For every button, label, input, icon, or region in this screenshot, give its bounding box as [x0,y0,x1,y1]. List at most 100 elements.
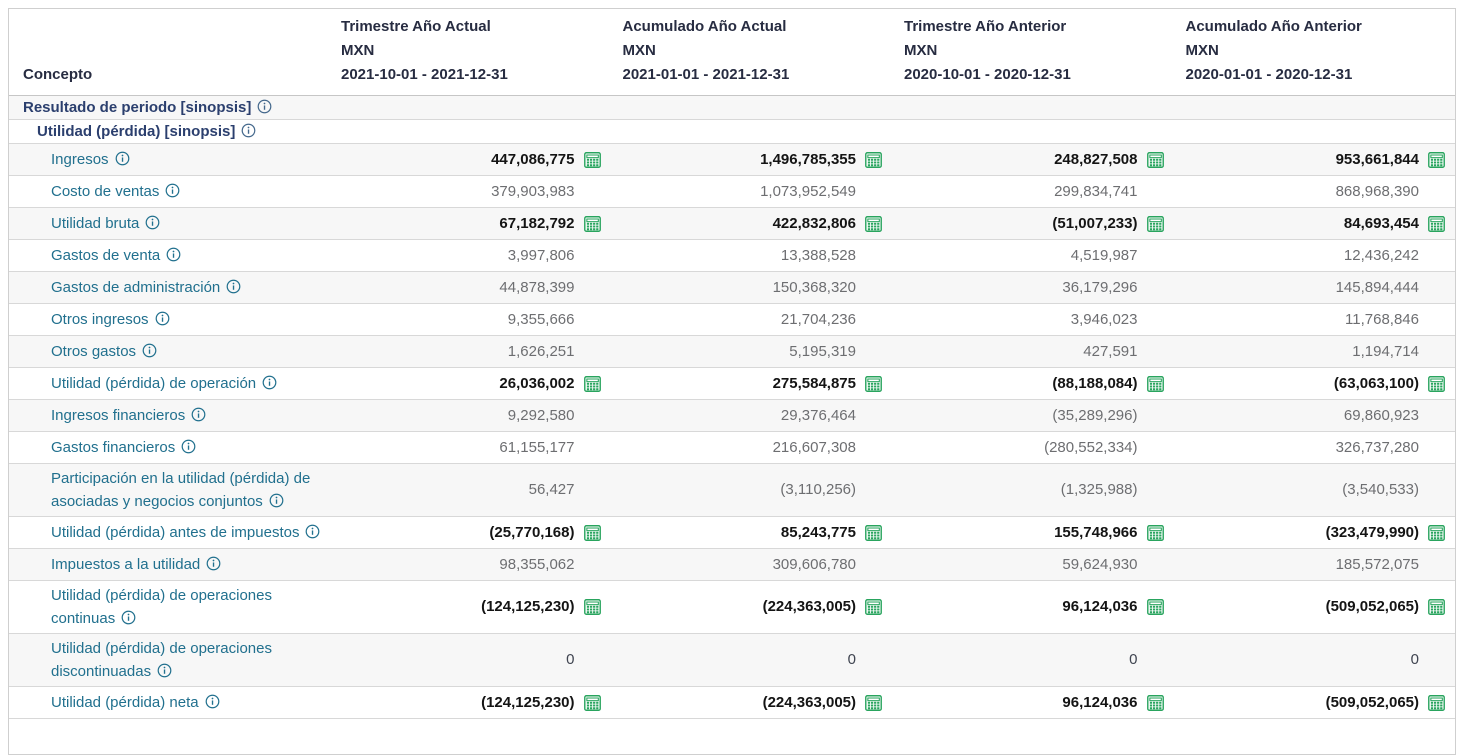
info-icon[interactable] [115,151,130,166]
calculator-icon[interactable] [1428,524,1445,541]
calculator-icon[interactable] [865,375,882,392]
table-header-row: Concepto Trimestre Año Actual MXN 2021-10-… [9,9,1455,96]
table-row: Utilidad (pérdida) de operación 26,036,00… [9,368,1455,400]
info-icon[interactable] [181,439,196,454]
value-cell: 155,748,966 [892,523,1174,543]
cell-value-text: (35,289,296) [1052,406,1138,424]
row-label-cell: Participación en la utilidad (pérdida) d… [9,464,329,516]
value-cell: (88,188,084) [892,374,1174,394]
calculator-icon[interactable] [583,151,601,168]
empty-icon-slot [1428,183,1445,200]
calculator-icon[interactable] [583,599,601,615]
calculator-icon-slot [865,151,882,168]
value-cell: 145,894,444 [1174,278,1456,298]
cell-value-text: (124,125,230) [481,598,575,615]
info-icon[interactable] [305,524,320,539]
row-label-cell: Ingresos financieros [9,401,329,430]
calculator-icon[interactable] [1146,375,1164,392]
table-row: Gastos financieros 61,155,177 216,607,308 (… [9,432,1455,464]
info-icon[interactable] [166,247,181,262]
empty-icon-slot [584,247,601,264]
cell-value-text: 29,376,464 [780,406,856,424]
calculator-icon[interactable] [1428,375,1445,392]
info-icon[interactable] [121,610,136,625]
empty-icon-slot [1428,279,1445,296]
row-label: Participación en la utilidad (pérdida) d… [51,470,311,510]
value-cell: 0 [611,650,893,670]
cell-value-text: 427,591 [1083,342,1138,360]
value-cell: 11,768,846 [1174,310,1456,330]
calculator-icon[interactable] [865,215,882,232]
info-icon[interactable] [226,279,241,294]
row-label-cell: Utilidad (pérdida) antes de impuestos [9,518,329,547]
calculator-icon[interactable] [583,375,601,392]
info-icon[interactable] [262,375,277,390]
calculator-icon-slot [583,215,601,232]
row-label: Utilidad bruta [51,215,140,232]
calculator-icon-slot [1428,524,1445,541]
calculator-icon[interactable] [583,524,601,541]
row-label-cell: Utilidad bruta [9,209,329,238]
column-header-currency: MXN [904,42,938,59]
empty-icon-slot [1428,482,1445,499]
calculator-icon[interactable] [865,599,882,615]
cell-value-text: (323,479,990) [1325,523,1419,541]
calculator-icon[interactable] [583,694,601,711]
info-icon[interactable] [157,663,172,678]
calculator-icon[interactable] [583,215,601,232]
calculator-icon[interactable] [1146,694,1164,711]
cell-value-text: 84,693,454 [1343,214,1419,232]
calculator-icon[interactable] [1428,215,1445,232]
cell-value-text: 85,243,775 [780,523,856,541]
calculator-icon[interactable] [865,694,882,711]
info-icon[interactable] [191,407,206,422]
info-icon[interactable] [145,215,160,230]
value-cell: 216,607,308 [611,438,893,458]
info-icon[interactable] [205,694,220,709]
calculator-icon[interactable] [1428,151,1445,168]
cell-value-text: 185,572,075 [1335,555,1419,573]
row-label-cell: Utilidad (pérdida) de operación [9,369,329,398]
calculator-icon[interactable] [1428,599,1445,615]
cell-value-text: 155,748,966 [1054,523,1138,541]
calculator-icon[interactable] [1146,151,1164,168]
row-label-cell: Utilidad (pérdida) de operaciones contin… [9,581,329,633]
empty-icon-slot [865,556,882,573]
cell-value-text: 5,195,319 [789,342,856,360]
info-icon[interactable] [165,183,180,198]
row-label: Utilidad (pérdida) neta [51,694,199,711]
info-icon[interactable] [155,311,170,326]
concept-column-header: Concepto [23,66,93,83]
calculator-icon-slot [865,215,882,232]
calculator-icon[interactable] [1428,694,1445,711]
calculator-icon[interactable] [1146,215,1164,232]
cell-value-text: 3,946,023 [1070,310,1138,328]
cell-value-text: 145,894,444 [1335,278,1419,296]
calculator-icon[interactable] [1146,599,1164,615]
info-icon[interactable] [257,99,272,114]
value-cell: 13,388,528 [611,246,893,266]
info-icon[interactable] [206,556,221,571]
info-icon[interactable] [269,493,284,508]
empty-icon-slot [865,247,882,264]
info-icon[interactable] [241,123,256,138]
value-cell: 1,194,714 [1174,342,1456,362]
cell-value-text: (509,052,065) [1325,598,1419,615]
column-header-title: Acumulado Año Anterior [1185,18,1362,35]
empty-icon-slot [865,311,882,328]
cell-value-text: 1,194,714 [1352,342,1419,360]
row-label: Ingresos [51,151,109,168]
calculator-icon[interactable] [865,524,882,541]
cell-value-text: 326,737,280 [1335,438,1419,456]
calculator-icon[interactable] [1146,524,1164,541]
empty-icon-slot [1428,652,1445,669]
calculator-icon[interactable] [865,151,882,168]
cell-value-text: (3,540,533) [1342,481,1419,498]
value-cell: 67,182,792 [329,214,611,234]
period-column-header-1: Trimestre Año Actual MXN 2021-10-01 - 2021… [329,15,611,95]
info-icon[interactable] [142,343,157,358]
row-label-cell: Ingresos [9,145,329,174]
cell-value-text: 299,834,741 [1054,182,1138,200]
cell-value-text: 9,355,666 [507,310,575,328]
cell-value-text: (509,052,065) [1325,693,1419,711]
